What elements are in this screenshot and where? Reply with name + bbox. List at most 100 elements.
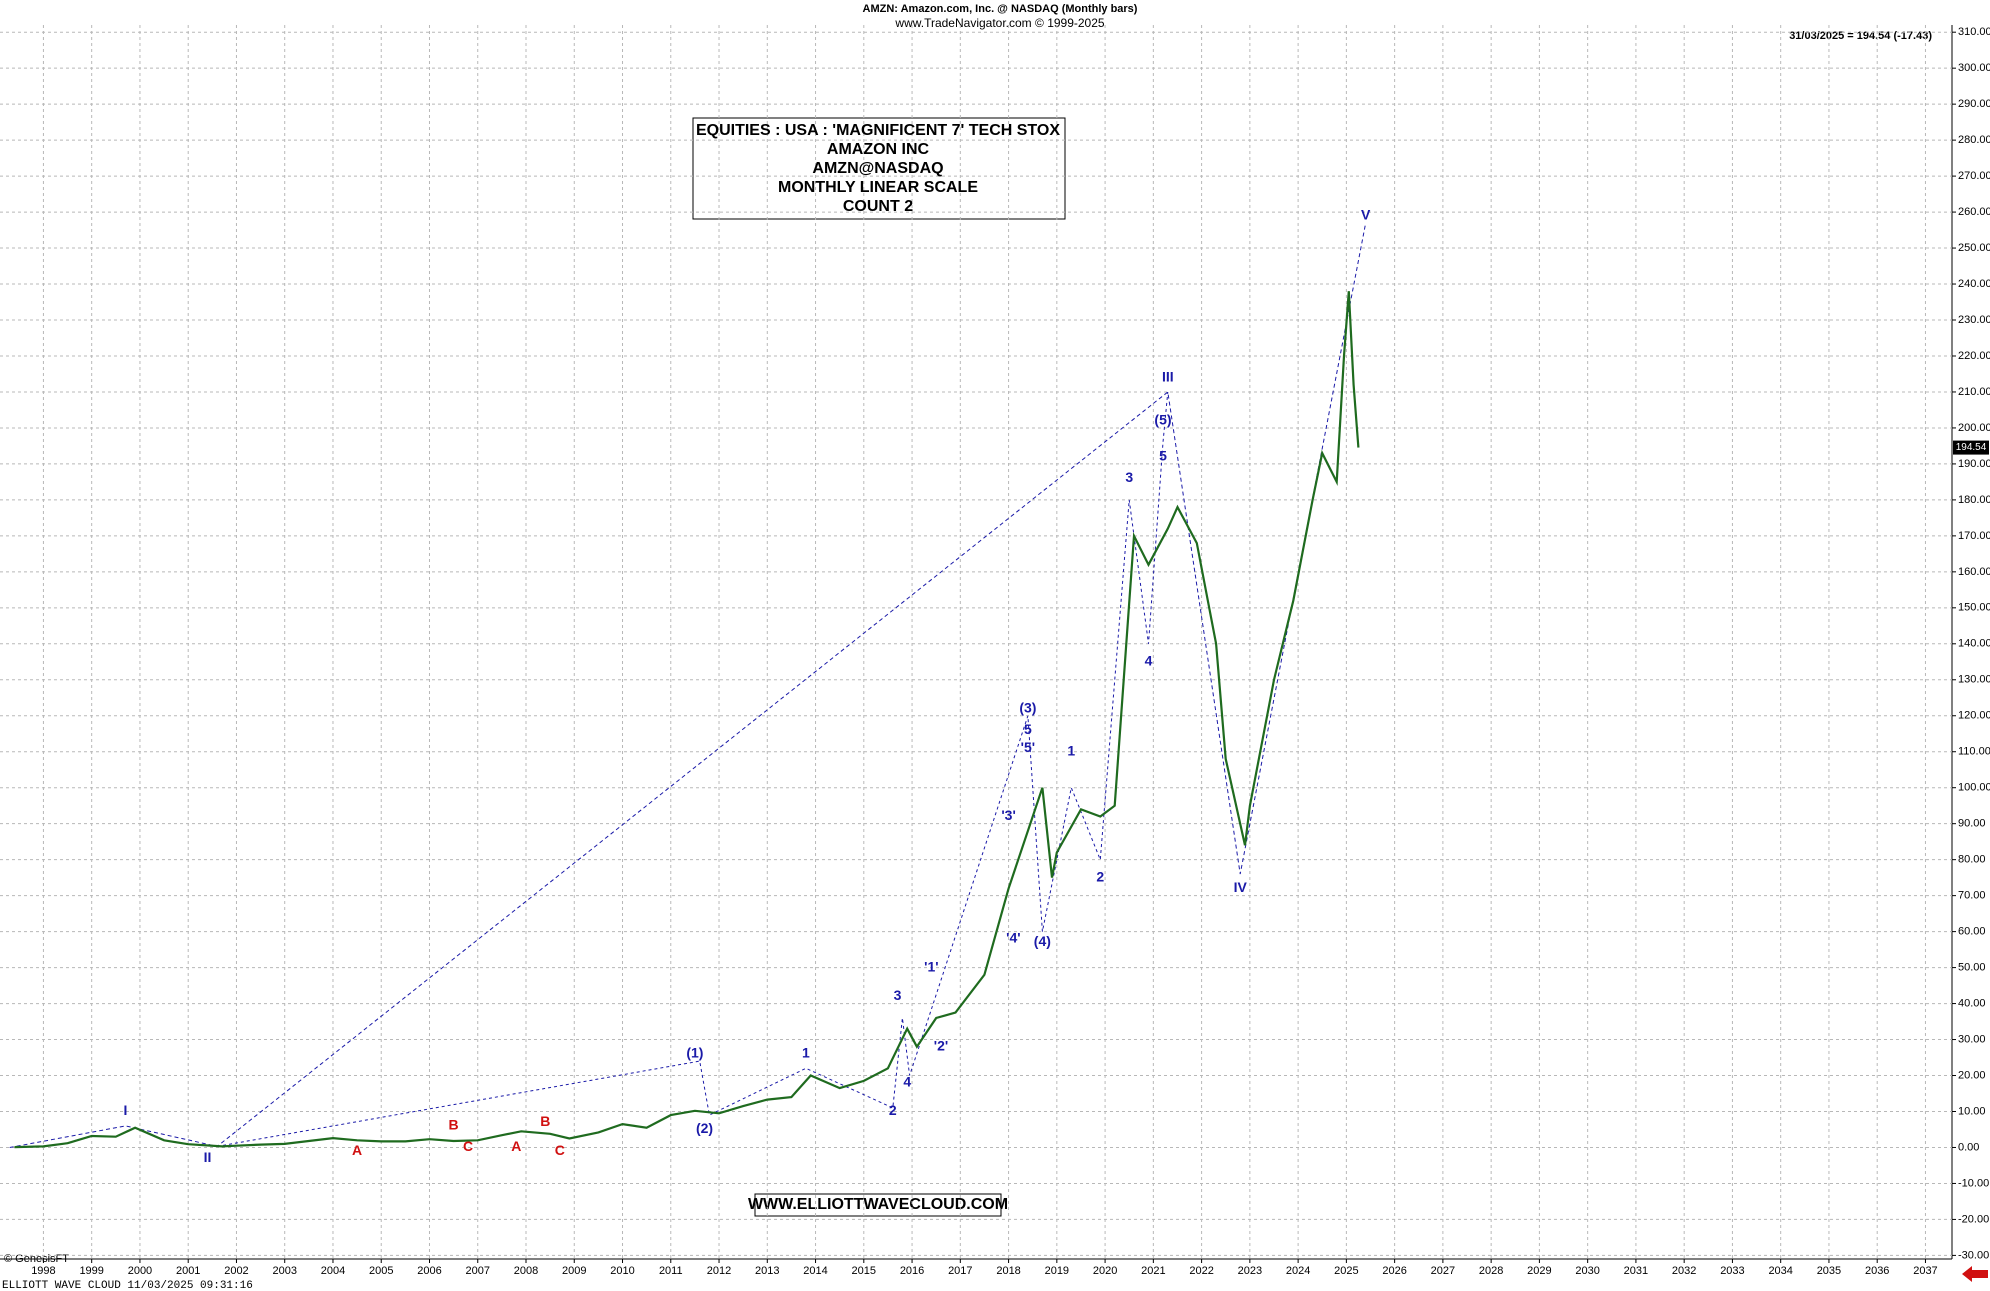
wave-label: II xyxy=(204,1149,212,1165)
x-tick-label: 1999 xyxy=(79,1265,103,1277)
info-box xyxy=(692,117,1066,220)
y-tick-label: 40.00 xyxy=(1958,997,1986,1009)
y-tick-label: 170.00 xyxy=(1958,530,1990,542)
x-tick-label: 2008 xyxy=(514,1265,538,1277)
wave-line xyxy=(9,222,1367,1148)
info-box-line: AMZN@NASDAQ xyxy=(812,160,943,177)
y-tick-label: 70.00 xyxy=(1958,890,1986,902)
y-tick-label: 280.00 xyxy=(1958,134,1990,146)
x-tick-label: 2026 xyxy=(1382,1265,1406,1277)
x-tick-label: 2018 xyxy=(996,1265,1020,1277)
x-tick-label: 2020 xyxy=(1093,1265,1117,1277)
wave-label: '5' xyxy=(1021,739,1035,755)
x-tick-label: 2022 xyxy=(1189,1265,1213,1277)
wave-label: 4 xyxy=(1145,652,1153,668)
info-box-line: EQUITIES : USA : 'MAGNIFICENT 7' TECH ST… xyxy=(696,122,1060,139)
y-tick-label: 230.00 xyxy=(1958,314,1990,326)
footer: ELLIOTT WAVE CLOUD 11/03/2025 09:31:16 xyxy=(2,1280,253,1291)
y-tick-label: 180.00 xyxy=(1958,494,1990,506)
y-tick-label: 90.00 xyxy=(1958,818,1986,830)
y-tick-label: 140.00 xyxy=(1958,638,1990,650)
wave-label: '3' xyxy=(1001,807,1015,823)
x-tick-label: 2007 xyxy=(466,1265,490,1277)
wave-label: B xyxy=(449,1117,459,1133)
x-tick-label: 2030 xyxy=(1575,1265,1599,1277)
wave-label: C xyxy=(463,1138,473,1154)
wave-label: 2 xyxy=(889,1102,897,1118)
wave-label: 1 xyxy=(1067,742,1075,758)
x-tick-label: 2013 xyxy=(755,1265,779,1277)
x-tick-label: 2029 xyxy=(1527,1265,1551,1277)
wave-label: 4 xyxy=(903,1073,911,1089)
x-tick-label: 1998 xyxy=(31,1265,55,1277)
x-tick-label: 2006 xyxy=(417,1265,441,1277)
wave-label: (5) xyxy=(1154,411,1171,427)
website-box xyxy=(754,1193,1002,1217)
y-tick-label: 250.00 xyxy=(1958,242,1990,254)
x-tick-label: 2005 xyxy=(369,1265,393,1277)
y-tick-label: 60.00 xyxy=(1958,926,1986,938)
x-tick-label: 2025 xyxy=(1334,1265,1358,1277)
wave-label: (3) xyxy=(1019,699,1036,715)
y-tick-label: 150.00 xyxy=(1958,602,1990,614)
y-tick-label: 100.00 xyxy=(1958,782,1990,794)
x-tick-label: 2033 xyxy=(1720,1265,1744,1277)
x-tick-label: 2024 xyxy=(1286,1265,1310,1277)
y-tick-label: 310.00 xyxy=(1958,26,1990,38)
y-tick-label: 110.00 xyxy=(1958,746,1990,758)
y-tick-label: -30.00 xyxy=(1958,1249,1989,1261)
wave-label: (1) xyxy=(686,1045,703,1061)
y-tick-label: 270.00 xyxy=(1958,170,1990,182)
y-tick-label: 10.00 xyxy=(1958,1105,1986,1117)
wave-label: III xyxy=(1162,368,1174,384)
y-tick-label: 240.00 xyxy=(1958,278,1990,290)
wave-label: 1 xyxy=(802,1045,810,1061)
chart-title: AMZN: Amazon.com, Inc. @ NASDAQ (Monthly… xyxy=(863,3,1138,15)
wave-label: 3 xyxy=(894,987,902,1003)
wave-label: (4) xyxy=(1034,933,1051,949)
y-tick-label: 260.00 xyxy=(1958,206,1990,218)
wave-label: '2' xyxy=(934,1037,948,1053)
wave-label: 2 xyxy=(1096,868,1104,884)
y-tick-label: 300.00 xyxy=(1958,62,1990,74)
x-tick-label: 2016 xyxy=(900,1265,924,1277)
x-tick-label: 2009 xyxy=(562,1265,586,1277)
y-tick-label: 220.00 xyxy=(1958,350,1990,362)
y-tick-label: 130.00 xyxy=(1958,674,1990,686)
info-box-line: COUNT 2 xyxy=(843,198,913,215)
wave-label: 3 xyxy=(1125,469,1133,485)
wave-label: A xyxy=(352,1142,362,1158)
x-tick-label: 2015 xyxy=(852,1265,876,1277)
wave-label: (2) xyxy=(696,1120,713,1136)
y-tick-label: -10.00 xyxy=(1958,1177,1989,1189)
last-price-note: 31/03/2025 = 194.54 (-17.43) xyxy=(1789,30,1932,42)
x-tick-label: 2000 xyxy=(128,1265,152,1277)
x-tick-label: 2037 xyxy=(1913,1265,1937,1277)
scroll-arrow xyxy=(1962,1266,1988,1282)
chart-subtitle: www.TradeNavigator.com © 1999-2025 xyxy=(894,16,1104,30)
y-tick-label: 290.00 xyxy=(1958,98,1990,110)
wave-label: '4' xyxy=(1006,930,1020,946)
x-tick-label: 2021 xyxy=(1141,1265,1165,1277)
info-box-line: MONTHLY LINEAR SCALE xyxy=(778,179,978,196)
wave-label: I xyxy=(124,1102,128,1118)
wave-label: 5 xyxy=(1024,721,1032,737)
x-tick-label: 2011 xyxy=(659,1265,683,1277)
x-tick-label: 2014 xyxy=(803,1265,827,1277)
x-tick-label: 2031 xyxy=(1624,1265,1648,1277)
x-tick-label: 2019 xyxy=(1045,1265,1069,1277)
x-tick-label: 2032 xyxy=(1672,1265,1696,1277)
x-tick-label: 2003 xyxy=(272,1265,296,1277)
price-tag-bg xyxy=(1953,440,1989,455)
y-tick-label: 120.00 xyxy=(1958,710,1990,722)
wave-label: IV xyxy=(1234,879,1248,895)
y-tick-label: 210.00 xyxy=(1958,386,1990,398)
x-tick-label: 2001 xyxy=(176,1265,200,1277)
x-tick-label: 2036 xyxy=(1865,1265,1889,1277)
x-tick-label: 2028 xyxy=(1479,1265,1503,1277)
wave-label: V xyxy=(1361,206,1371,222)
wave-label: B xyxy=(540,1113,550,1129)
website: WWW.ELLIOTTWAVECLOUD.COM xyxy=(748,1196,1008,1213)
